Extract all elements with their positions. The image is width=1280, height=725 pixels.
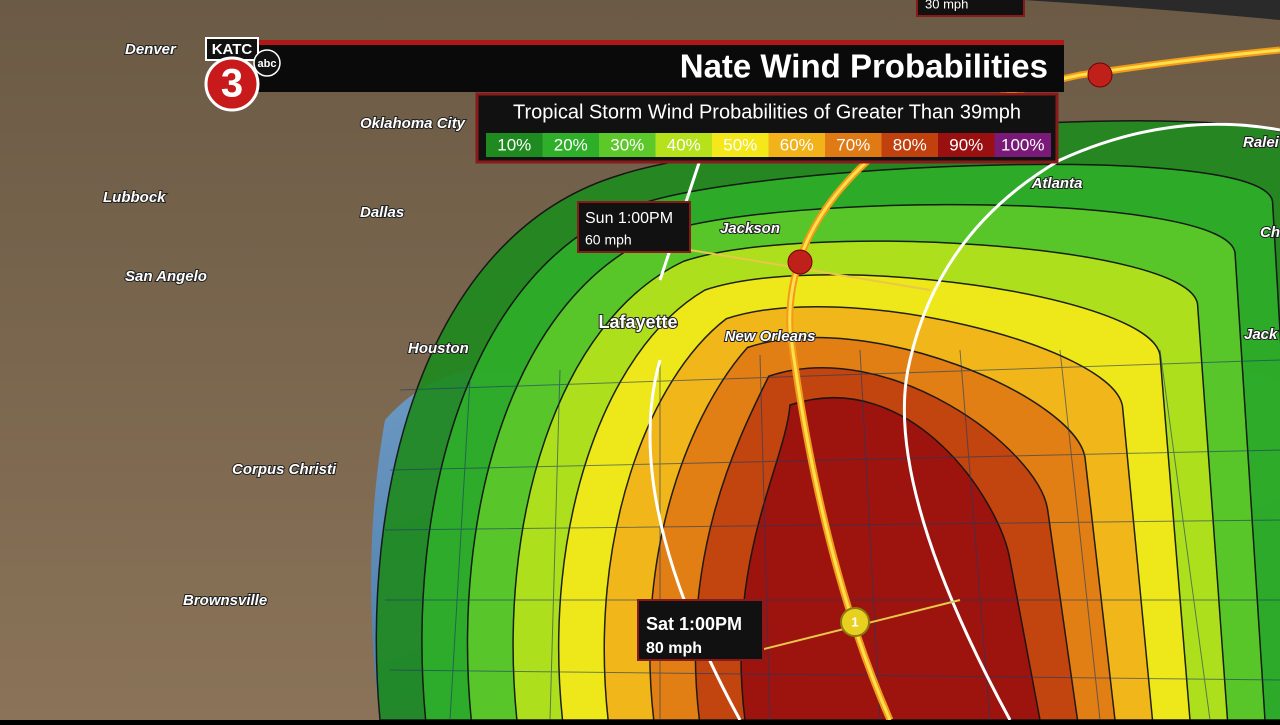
legend-label: 80% [893,135,927,154]
city: Ch [1260,224,1280,241]
callout-box [916,0,1025,17]
callout-line [689,249,931,291]
city: New Orleans [725,328,816,345]
city: Oklahoma City [360,115,466,132]
callout-wind: 80 mph [646,640,702,657]
cone-right [902,122,1280,721]
callout-wind: 30 mph [925,0,968,11]
logo-station: KATC [212,41,253,58]
logo-circle [204,56,260,112]
legend-swatch [994,133,1051,157]
title-bar [258,40,1064,92]
callout-box [637,599,764,661]
city: Jack [1244,326,1278,343]
cone-left [648,359,742,721]
legend-swatch [712,133,769,157]
storm-number: 1 [851,614,858,629]
city: Dallas [360,204,404,221]
callout: Sun 1:00PM 60 mph [577,201,691,253]
city: Jackson [720,220,780,237]
legend-swatch [542,133,599,157]
legend-label: 10% [497,135,531,154]
subtitle: Tropical Storm Wind Probabilities of Gre… [513,101,1021,123]
track-center [788,48,1280,721]
grid [384,349,1280,721]
legend-swatch [881,133,938,157]
callout-box [577,201,691,253]
title: Nate Wind Probabilities [680,48,1048,85]
storm-icon [1087,62,1113,88]
storm-icon [840,607,870,637]
legend-swatch [938,133,995,157]
logo-network: abc [258,58,277,70]
city: Corpus Christi [232,461,337,478]
legend-label: 40% [667,135,701,154]
legend-label: 50% [723,135,757,154]
callout: 30 mph [916,0,1025,17]
legend-swatch [486,133,543,157]
legend-swatch [768,133,825,157]
city: Ralei [1243,134,1280,151]
city: Lafayette [598,312,677,332]
legend-swatch [655,133,712,157]
legend-label: 100% [1001,135,1044,154]
city: Houston [408,340,469,357]
city: Atlanta [1031,175,1083,192]
city: Brownsville [183,592,267,609]
city: Lubbock [103,189,166,206]
probability-bands [375,120,1280,721]
horizon [0,0,1280,20]
callout: Sat 1:00PM 80 mph [637,599,764,661]
logo: KATC 3 abc [204,37,281,112]
storm-icon [787,249,813,275]
callout-time: Sat 1:00PM [646,614,742,634]
legend-label: 60% [780,135,814,154]
legend: 10% 20% 30% 40% 50% 60% 70% 80% 90% 100% [486,133,1051,157]
legend-label: 70% [836,135,870,154]
legend-label: 90% [949,135,983,154]
legend-swatch [599,133,656,157]
callout-wind: 60 mph [585,232,632,248]
legend-label: 20% [554,135,588,154]
legend-swatch [825,133,882,157]
legend-label: 30% [610,135,644,154]
city: San Angelo [125,268,207,285]
title-accent [258,40,1064,45]
city: Denver [125,41,177,58]
logo-network-circle [253,49,281,77]
logo-channel: 3 [221,62,243,106]
callout-time: Sun 1:00PM [585,210,673,227]
